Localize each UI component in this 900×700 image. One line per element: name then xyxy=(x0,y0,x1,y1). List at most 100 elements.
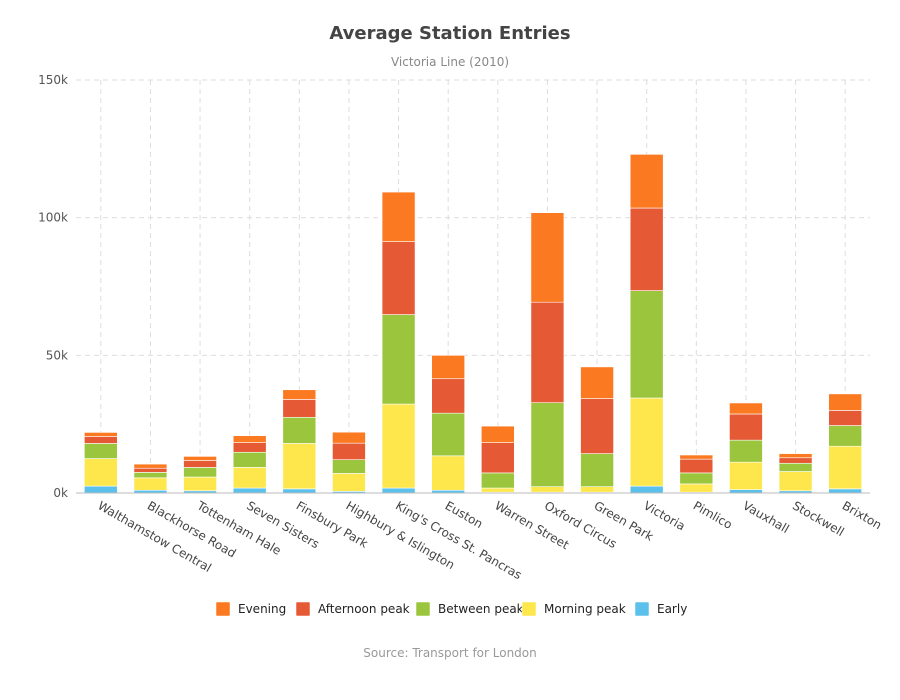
bar-segment-afternoon-peak[interactable] xyxy=(133,467,168,473)
bar-segment-between-peak[interactable] xyxy=(481,472,515,489)
bar-segment-between-peak[interactable] xyxy=(84,443,118,459)
bar-stack[interactable] xyxy=(828,393,862,494)
bar-stack[interactable] xyxy=(133,463,168,494)
bar-stack[interactable] xyxy=(431,355,465,494)
bar-segment-between-peak[interactable] xyxy=(729,439,763,463)
bar-stack[interactable] xyxy=(729,402,763,494)
bar-segment-morning-peak[interactable] xyxy=(282,443,317,490)
bar-segment-early[interactable] xyxy=(828,488,862,494)
bar-segment-morning-peak[interactable] xyxy=(84,458,118,487)
bar-segment-between-peak[interactable] xyxy=(381,314,416,405)
bar-segment-afternoon-peak[interactable] xyxy=(183,460,217,468)
bar-segment-evening[interactable] xyxy=(729,402,763,415)
bar-segment-between-peak[interactable] xyxy=(183,467,217,478)
bar-stack[interactable] xyxy=(679,454,714,494)
bar-segment-between-peak[interactable] xyxy=(332,459,366,474)
bar-segment-morning-peak[interactable] xyxy=(629,397,664,487)
bar-segment-morning-peak[interactable] xyxy=(431,455,465,491)
legend-label: Morning peak xyxy=(544,602,626,616)
bar-segment-evening[interactable] xyxy=(629,154,664,209)
bar-segment-afternoon-peak[interactable] xyxy=(381,241,416,315)
bar-segment-early[interactable] xyxy=(381,487,416,494)
bar-segment-between-peak[interactable] xyxy=(282,416,317,444)
bar-segment-morning-peak[interactable] xyxy=(729,461,763,490)
bar-segment-morning-peak[interactable] xyxy=(530,486,565,493)
bar-stack[interactable] xyxy=(778,453,813,494)
bar-segment-early[interactable] xyxy=(629,485,664,494)
bar-segment-evening[interactable] xyxy=(381,191,416,242)
bar-segment-morning-peak[interactable] xyxy=(133,477,168,491)
bar-segment-evening[interactable] xyxy=(580,366,614,399)
bar-segment-afternoon-peak[interactable] xyxy=(481,442,515,474)
bar-segment-afternoon-peak[interactable] xyxy=(828,410,862,426)
bar-stack[interactable] xyxy=(84,432,118,494)
bar-segment-evening[interactable] xyxy=(431,355,465,380)
legend-item[interactable]: Evening xyxy=(215,601,286,617)
bar-segment-evening[interactable] xyxy=(481,425,515,443)
bar-segment-morning-peak[interactable] xyxy=(183,476,217,492)
legend-label: Afternoon peak xyxy=(318,602,410,616)
bar-segment-afternoon-peak[interactable] xyxy=(282,399,317,418)
bar-segment-morning-peak[interactable] xyxy=(778,471,813,492)
y-tick-label: 0k xyxy=(53,486,68,500)
bar-segment-afternoon-peak[interactable] xyxy=(679,458,714,474)
bar-segment-evening[interactable] xyxy=(828,393,862,411)
bar-segment-afternoon-peak[interactable] xyxy=(778,457,813,464)
bar-segment-between-peak[interactable] xyxy=(629,290,664,399)
bar-segment-early[interactable] xyxy=(232,487,267,494)
bar-segment-morning-peak[interactable] xyxy=(332,473,366,492)
bar-segment-between-peak[interactable] xyxy=(828,425,862,447)
bar-segment-between-peak[interactable] xyxy=(431,412,465,457)
legend-item[interactable]: Afternoon peak xyxy=(295,601,410,617)
bar-segment-evening[interactable] xyxy=(778,453,813,459)
legend[interactable]: Evening Afternoon peak Between peak Morning… xyxy=(215,601,687,617)
bar-segment-afternoon-peak[interactable] xyxy=(232,442,267,453)
y-tick-label: 150k xyxy=(38,73,68,87)
bar-segment-afternoon-peak[interactable] xyxy=(84,436,118,444)
bar-segment-morning-peak[interactable] xyxy=(232,467,267,489)
bar-segment-afternoon-peak[interactable] xyxy=(332,442,366,460)
legend-item[interactable]: Early xyxy=(634,601,687,617)
legend-swatch xyxy=(215,601,231,617)
bar-stack[interactable] xyxy=(183,456,217,494)
bar-stack[interactable] xyxy=(580,366,614,494)
bar-segment-afternoon-peak[interactable] xyxy=(580,398,614,454)
bar-segment-evening[interactable] xyxy=(84,432,118,437)
bar-stack[interactable] xyxy=(282,389,317,494)
legend-item[interactable]: Morning peak xyxy=(521,601,626,617)
bar-segment-early[interactable] xyxy=(282,488,317,494)
bar-segment-evening[interactable] xyxy=(133,463,168,469)
bar-segment-early[interactable] xyxy=(84,485,118,494)
bar-stack[interactable] xyxy=(232,435,267,494)
bar-stack[interactable] xyxy=(381,191,416,494)
bar-segment-evening[interactable] xyxy=(232,435,267,443)
bar-segment-afternoon-peak[interactable] xyxy=(729,413,763,441)
legend-label: Early xyxy=(657,602,687,616)
bar-segment-evening[interactable] xyxy=(679,454,714,460)
bar-segment-afternoon-peak[interactable] xyxy=(431,378,465,414)
bar-segment-morning-peak[interactable] xyxy=(381,403,416,489)
bar-stack[interactable] xyxy=(481,425,515,494)
bar-segment-between-peak[interactable] xyxy=(778,462,813,472)
bar-segment-morning-peak[interactable] xyxy=(828,445,862,490)
bar-segment-afternoon-peak[interactable] xyxy=(629,207,664,291)
legend-item[interactable]: Between peak xyxy=(415,601,524,617)
bar-segment-evening[interactable] xyxy=(183,456,217,461)
bar-segment-between-peak[interactable] xyxy=(133,472,168,479)
bar-segment-evening[interactable] xyxy=(332,431,366,444)
chart-source[interactable]: Source: Transport for London xyxy=(363,646,537,660)
bar-segment-morning-peak[interactable] xyxy=(580,486,614,493)
bar-segment-between-peak[interactable] xyxy=(679,472,714,485)
bar-segment-morning-peak[interactable] xyxy=(679,483,714,493)
bar-stack[interactable] xyxy=(332,431,366,494)
bar-segment-evening[interactable] xyxy=(282,389,317,400)
bar-segment-evening[interactable] xyxy=(530,212,565,303)
bar-segment-between-peak[interactable] xyxy=(232,451,267,468)
bar-stack[interactable] xyxy=(530,212,565,494)
bar-segment-morning-peak[interactable] xyxy=(481,487,515,493)
bar-segment-between-peak[interactable] xyxy=(580,453,614,487)
bar-stack[interactable] xyxy=(629,154,664,494)
bar-segment-afternoon-peak[interactable] xyxy=(530,301,565,403)
bar-segment-between-peak[interactable] xyxy=(530,402,565,487)
